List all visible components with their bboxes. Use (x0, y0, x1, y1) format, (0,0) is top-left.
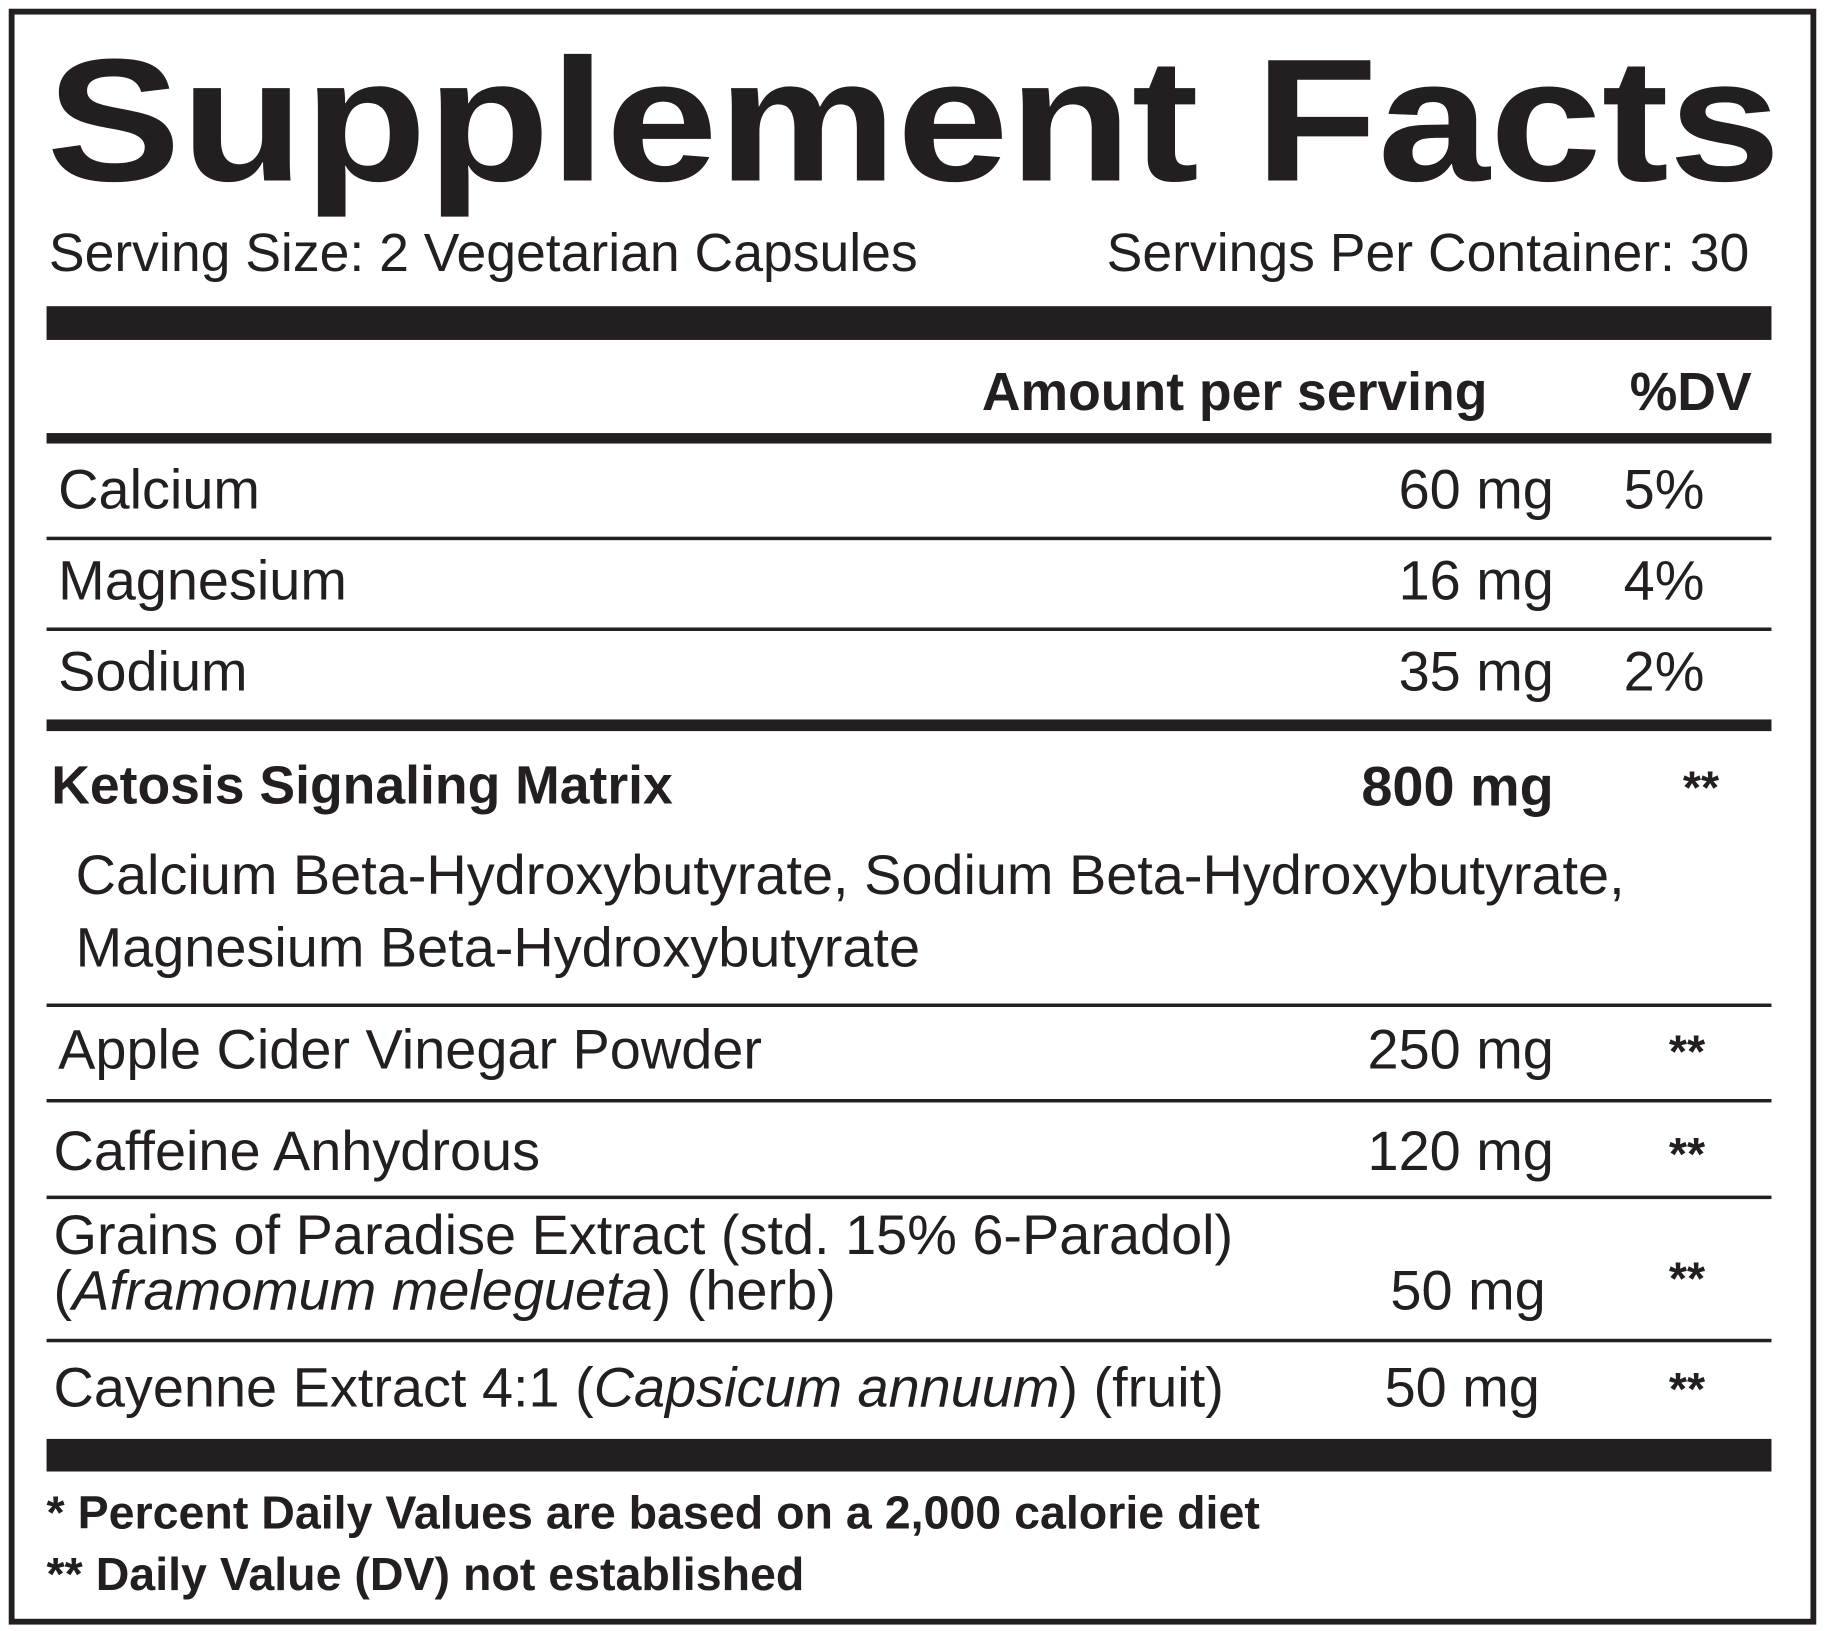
ingredient-name: Grains of Paradise Extract (std. 15% 6-P… (54, 1203, 1234, 1266)
serving-size: Serving Size: 2 Vegetarian Capsules (49, 224, 918, 283)
ingredient-amount: 50 mg (1390, 1259, 1545, 1322)
name-segment: ) (herb) (653, 1259, 836, 1322)
ingredient-dv: ** (1669, 1253, 1706, 1305)
name-segment: Grains of Paradise Extract (std. 15% 6-P… (54, 1203, 1234, 1266)
nutrient-name: Calcium (58, 458, 260, 521)
medium-rule (46, 433, 1772, 444)
name-segment: Capsicum annuum (594, 1355, 1060, 1418)
ingredient-amount: 50 mg (1385, 1355, 1540, 1418)
rule (46, 1098, 1772, 1103)
name-segment: Apple Cider Vinegar Powder (58, 1018, 762, 1081)
footnote: ** Daily Value (DV) not established (47, 1548, 805, 1600)
nutrient-dv: 2% (1624, 639, 1705, 702)
blend-ingredient: Magnesium Beta-Hydroxybutyrate (76, 915, 920, 978)
nutrient-amount: 16 mg (1399, 549, 1554, 612)
rows: Calcium 60 mg 5% Magnesium 16 mg 4% Sodium 35 m… (46, 458, 1772, 1418)
ingredient-name: Apple Cider Vinegar Powder (58, 1018, 762, 1081)
rule (46, 1003, 1772, 1008)
ingredient-dv: ** (1669, 1128, 1706, 1180)
name-segment: Caffeine Anhydrous (54, 1119, 540, 1182)
title: Supplement Facts (47, 23, 1781, 218)
thick-rule (46, 1438, 1772, 1472)
name-segment: Aframomum melegueta (69, 1259, 652, 1322)
ingredient-dv: ** (1669, 1363, 1706, 1415)
thick-rule (46, 306, 1772, 340)
rule (46, 719, 1772, 732)
rule (46, 536, 1772, 541)
ingredient-amount: 120 mg (1368, 1119, 1554, 1182)
name-segment: Cayenne Extract 4:1 ( (54, 1355, 595, 1418)
nutrient-amount: 35 mg (1399, 639, 1554, 702)
footnote: * Percent Daily Values are based on a 2,… (47, 1487, 1260, 1539)
dv-header: %DV (1630, 363, 1752, 422)
ingredient-name: Cayenne Extract 4:1 (Capsicum annuum) (f… (54, 1355, 1224, 1418)
ingredient-name: (Aframomum melegueta) (herb) (54, 1259, 836, 1322)
frame (8, 8, 1817, 1625)
ingredient-amount: 250 mg (1368, 1018, 1554, 1081)
nutrient-dv: 5% (1624, 458, 1705, 521)
nutrient-name: Sodium (58, 639, 247, 702)
blend-name: Ketosis Signaling Matrix (51, 756, 673, 815)
blend-dv: ** (1683, 761, 1720, 813)
nutrient-amount: 60 mg (1399, 458, 1554, 521)
ingredient-dv: ** (1669, 1026, 1706, 1078)
nutrient-dv: 4% (1624, 549, 1705, 612)
name-segment: ) (fruit) (1059, 1355, 1223, 1418)
name-segment: ( (54, 1259, 73, 1322)
amount-header: Amount per serving (982, 363, 1488, 422)
ingredient-name: Caffeine Anhydrous (54, 1119, 540, 1182)
nutrient-name: Magnesium (58, 549, 347, 612)
servings-per-container: Servings Per Container: 30 (1107, 224, 1750, 283)
rule (46, 1338, 1772, 1343)
blend-amount: 800 mg (1361, 755, 1553, 818)
blend-ingredient: Calcium Beta-Hydroxybutyrate, Sodium Bet… (76, 843, 1625, 906)
rule (46, 627, 1772, 631)
rule (46, 1195, 1772, 1200)
